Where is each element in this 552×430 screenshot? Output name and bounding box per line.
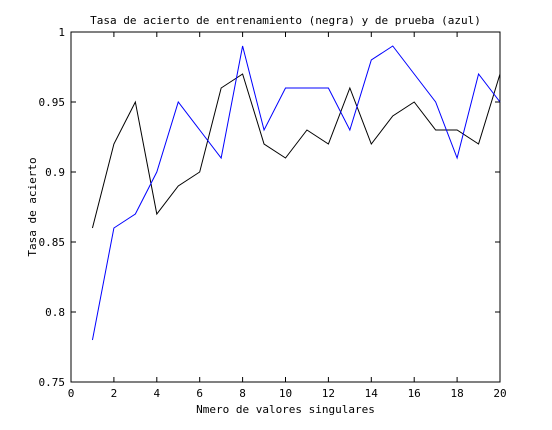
- x-axis-title: Nmero de valores singulares: [196, 403, 375, 416]
- series-layer: [91, 45, 501, 341]
- x-tick-label: 2: [111, 387, 118, 400]
- x-tick-label: 10: [279, 387, 292, 400]
- x-tick-label: 4: [153, 387, 160, 400]
- x-tick-label: 12: [322, 387, 335, 400]
- y-axis-title: Tasa de acierto: [26, 157, 39, 256]
- x-tick-label: 20: [493, 387, 506, 400]
- y-axis: 0.75 0.8 0.85 0.9 0.95 1: [39, 26, 500, 389]
- x-tick-label: 6: [196, 387, 203, 400]
- x-axis: 0 2 4 6 8 10 12 14 16 18 20: [68, 32, 507, 400]
- y-tick-label: 0.95: [39, 96, 66, 109]
- y-tick-label: 0.8: [45, 306, 65, 319]
- x-tick-label: 16: [408, 387, 421, 400]
- y-tick-label: 0.75: [39, 376, 66, 389]
- y-tick-label: 0.85: [39, 236, 66, 249]
- y-tick-label: 1: [58, 26, 65, 39]
- plot-area-frame: [70, 31, 501, 383]
- chart-title: Tasa de acierto de entrenamiento (negra)…: [90, 14, 481, 27]
- x-tick-label: 0: [68, 387, 75, 400]
- test-accuracy-line: [91, 45, 501, 341]
- x-tick-label: 14: [365, 387, 379, 400]
- training-accuracy-line: [91, 73, 501, 229]
- y-tick-label: 0.9: [45, 166, 65, 179]
- x-tick-label: 18: [450, 387, 463, 400]
- x-tick-label: 8: [239, 387, 246, 400]
